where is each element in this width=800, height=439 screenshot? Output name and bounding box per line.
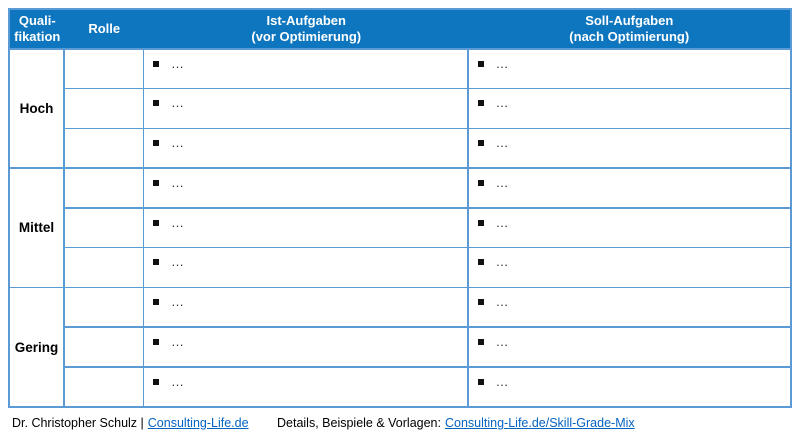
footer-author-text: Dr. Christopher Schulz | <box>12 416 144 430</box>
bullet-square-icon <box>477 338 484 345</box>
task-placeholder-text: … <box>171 333 185 349</box>
bullet-square-icon <box>153 299 159 306</box>
footer-details: Details, Beispiele & Vorlagen: Consulting… <box>277 416 635 430</box>
header-soll-aufgaben: Soll-Aufgaben (nach Optimierung) <box>469 10 791 48</box>
soll-task-cell: … <box>468 49 790 88</box>
ist-task-cell: … <box>144 248 467 287</box>
qualification-label-gering: Gering <box>10 288 63 406</box>
role-cell <box>64 208 143 247</box>
ist-task-cell: … <box>144 288 467 327</box>
role-cell <box>64 248 143 287</box>
soll-task-cell: … <box>468 288 790 327</box>
qualification-label-hoch: Hoch <box>10 49 63 168</box>
header-soll-line1: Soll-Aufgaben <box>585 13 674 28</box>
bullet-square-icon <box>477 140 484 147</box>
task-placeholder-text: … <box>171 55 185 71</box>
role-cell <box>64 367 143 406</box>
header-qualification-line2: fikation <box>14 29 61 44</box>
task-placeholder-text: … <box>171 214 185 230</box>
footer-author: Dr. Christopher Schulz | Consulting-Life.… <box>12 416 249 430</box>
task-placeholder-text: … <box>495 333 510 349</box>
ist-task-cell: … <box>144 129 467 168</box>
role-cell <box>64 129 143 168</box>
header-qualification: Quali- fikation <box>10 10 65 48</box>
task-placeholder-text: … <box>171 373 185 389</box>
task-placeholder-text: … <box>495 55 510 71</box>
role-cell <box>64 89 143 128</box>
bullet-square-icon <box>477 100 484 107</box>
ist-task-cell: … <box>144 367 467 406</box>
bullet-square-icon <box>477 259 484 266</box>
role-cell <box>64 327 143 367</box>
slide-footer: Dr. Christopher Schulz | Consulting-Life.… <box>0 414 800 434</box>
task-placeholder-text: … <box>171 95 185 111</box>
bullet-square-icon <box>153 140 159 147</box>
task-placeholder-text: … <box>495 174 510 190</box>
task-placeholder-text: … <box>171 135 185 151</box>
task-placeholder-text: … <box>495 373 510 389</box>
task-placeholder-text: … <box>495 95 510 111</box>
bullet-square-icon <box>153 60 159 67</box>
bullet-square-icon <box>153 338 159 345</box>
footer-details-text: Details, Beispiele & Vorlagen: <box>277 416 441 430</box>
skill-grade-mix-table: Quali- fikation Rolle Ist-Aufgaben (vor … <box>8 8 792 408</box>
ist-task-cell: … <box>144 49 467 88</box>
header-ist-aufgaben: Ist-Aufgaben (vor Optimierung) <box>144 10 469 48</box>
table-header-row: Quali- fikation Rolle Ist-Aufgaben (vor … <box>10 10 790 48</box>
bullet-square-icon <box>153 378 159 385</box>
bullet-square-icon <box>153 219 159 226</box>
header-ist-line1: Ist-Aufgaben <box>266 13 346 28</box>
bullet-square-icon <box>153 179 159 186</box>
task-placeholder-text: … <box>171 174 185 190</box>
role-cell <box>64 49 143 88</box>
ist-task-cell: … <box>144 168 467 208</box>
task-placeholder-text: … <box>171 294 185 310</box>
bullet-square-icon <box>153 259 159 266</box>
soll-task-cell: … <box>468 89 790 128</box>
role-cell <box>64 168 143 208</box>
task-placeholder-text: … <box>495 294 510 310</box>
ist-task-cell: … <box>144 208 467 247</box>
ist-task-cell: … <box>144 327 467 367</box>
bullet-square-icon <box>477 179 484 186</box>
soll-task-cell: … <box>468 168 790 208</box>
soll-task-cell: … <box>468 248 790 287</box>
task-placeholder-text: … <box>171 254 185 270</box>
header-role: Rolle <box>88 21 121 36</box>
task-placeholder-text: … <box>495 214 510 230</box>
role-cell <box>64 288 143 327</box>
header-qualification-line1: Quali- <box>18 13 56 28</box>
qualification-label-mittel: Mittel <box>10 168 63 287</box>
ist-task-cell: … <box>144 89 467 128</box>
footer-author-link[interactable]: Consulting-Life.de <box>147 416 249 430</box>
task-placeholder-text: … <box>495 135 510 151</box>
bullet-square-icon <box>477 60 484 67</box>
soll-task-cell: … <box>468 129 790 168</box>
task-placeholder-text: … <box>495 254 510 270</box>
bullet-square-icon <box>477 378 484 385</box>
soll-task-cell: … <box>468 327 790 367</box>
header-ist-line2: (vor Optimierung) <box>251 29 362 44</box>
header-soll-line2: (nach Optimierung) <box>569 29 690 44</box>
footer-details-link[interactable]: Consulting-Life.de/Skill-Grade-Mix <box>444 416 635 430</box>
bullet-square-icon <box>153 100 159 107</box>
soll-task-cell: … <box>468 208 790 247</box>
bullet-square-icon <box>477 219 484 226</box>
bullet-square-icon <box>477 299 484 306</box>
soll-task-cell: … <box>468 367 790 406</box>
